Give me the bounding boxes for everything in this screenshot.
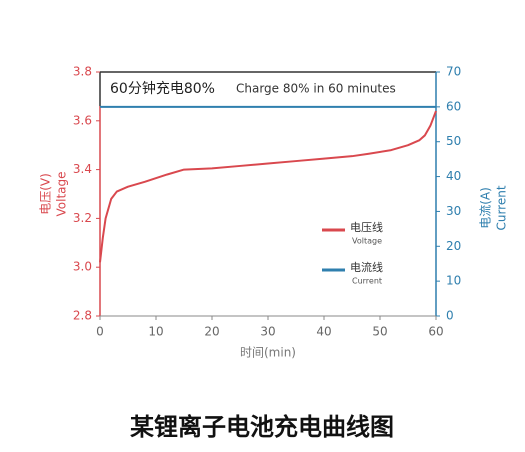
y2-tick-label: 20: [446, 239, 461, 253]
y-axis-label: Voltage: [55, 171, 69, 216]
y2-tick-label: 50: [446, 134, 461, 148]
x-tick-label: 20: [204, 325, 219, 339]
legend-label: Voltage: [352, 237, 382, 246]
y2-axis-label: 电流(A): [479, 187, 493, 229]
x-tick-label: 60: [428, 325, 443, 339]
y2-axis-label: Current: [495, 185, 509, 230]
y2-tick-label: 70: [446, 65, 461, 79]
y-tick-label: 3.0: [73, 260, 92, 274]
x-tick-label: 0: [96, 325, 104, 339]
y-tick-label: 3.4: [73, 162, 92, 176]
y2-tick-label: 40: [446, 169, 461, 183]
x-axis-label: 时间(min): [240, 346, 296, 360]
annotation: Charge 80% in 60 minutes: [236, 82, 396, 96]
x-tick-label: 30: [260, 325, 275, 339]
series-line: [99, 110, 437, 263]
legend-label: Current: [352, 277, 382, 286]
annotation: 60分钟充电80%: [110, 80, 215, 97]
y2-tick-label: 0: [446, 309, 454, 323]
legend-label: 电流线: [350, 260, 383, 274]
legend-label: 电压线: [350, 220, 383, 234]
caption: 某锂离子电池充电曲线图: [130, 413, 394, 441]
x-tick-label: 40: [316, 325, 331, 339]
x-tick-label: 10: [148, 325, 163, 339]
y-tick-label: 3.2: [73, 211, 92, 225]
x-tick-label: 50: [372, 325, 387, 339]
y-tick-label: 3.8: [73, 65, 92, 79]
y-tick-label: 3.6: [73, 113, 92, 127]
y2-tick-label: 60: [446, 99, 461, 113]
y2-tick-label: 30: [446, 204, 461, 218]
y-tick-label: 2.8: [73, 309, 92, 323]
y2-tick-label: 10: [446, 274, 461, 288]
y-axis-label: 电压(V): [39, 173, 53, 215]
